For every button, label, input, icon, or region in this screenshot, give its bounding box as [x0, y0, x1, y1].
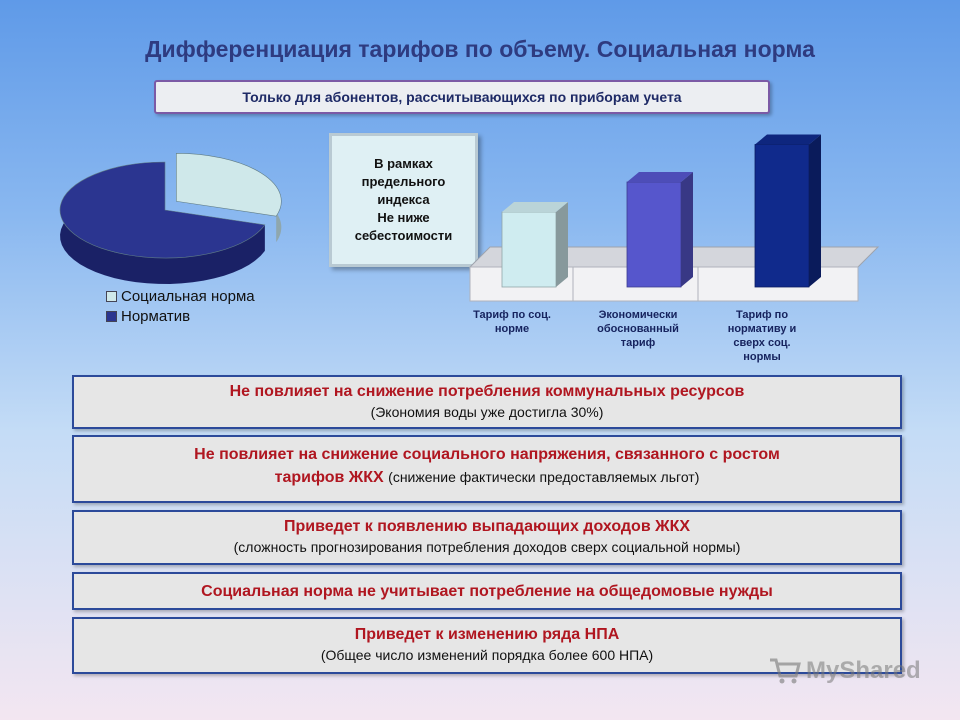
panel-consumption: Не повлияет на снижение потребления комм…	[72, 375, 902, 429]
note-box: В рамках предельного индекса Не ниже себ…	[329, 133, 478, 267]
bar-label-economic-tariff: Экономически обоснованный тариф	[597, 309, 679, 349]
bar-chart-svg	[468, 134, 880, 302]
legend-label-social-norm: Социальная норма	[121, 287, 255, 305]
bar-1	[626, 172, 693, 288]
note-box-text: В рамках предельного индекса Не ниже себ…	[354, 156, 453, 243]
panel-social-tension-sub: (снижение фактически предоставляемых льг…	[388, 469, 700, 485]
panel-social-tension-heading: Не повлияет на снижение социального напр…	[194, 446, 780, 463]
pie-slice-0	[176, 152, 282, 217]
panel-consumption-heading: Не повлияет на снижение потребления комм…	[229, 383, 745, 400]
watermark: MyShared	[768, 656, 921, 686]
legend-swatch-normative	[106, 310, 117, 322]
panel-common-needs: Социальная норма не учитывает потреблени…	[72, 572, 902, 610]
panel-social-tension-heading2: тарифов ЖКХ	[274, 469, 384, 486]
legend-label-normative: Норматив	[121, 307, 191, 325]
panel-lost-income: Приведет к появлению выпадающих доходов …	[72, 510, 902, 565]
slide-title: Дифференциация тарифов по объему. Социал…	[145, 36, 815, 62]
panel-common-needs-heading: Социальная норма не учитывает потреблени…	[201, 583, 773, 600]
legend-swatch-social-norm	[106, 290, 117, 302]
bar-chart	[440, 125, 880, 305]
subtitle-text: Только для абонентов, рассчитывающихся п…	[242, 89, 682, 105]
bar-2	[754, 134, 821, 288]
pie-chart-svg	[59, 152, 282, 284]
pie-chart	[50, 140, 290, 290]
pie-slice-1	[59, 161, 266, 259]
watermark-cart-icon	[770, 658, 801, 684]
panel-consumption-sub: (Экономия воды уже достигла 30%)	[370, 404, 604, 420]
panel-legal-acts: Приведет к изменению ряда НПА (Общее чис…	[72, 617, 902, 674]
legend-item-normative: Норматив	[106, 306, 255, 326]
panel-social-tension-line2: тарифов ЖКХ (снижение фактически предост…	[74, 469, 900, 487]
legend-item-social-norm: Социальная норма	[106, 286, 255, 306]
bar-0	[501, 202, 568, 288]
panel-lost-income-heading: Приведет к появлению выпадающих доходов …	[283, 518, 691, 535]
bar-label-social-norm-tariff: Тариф по соц. норме	[473, 309, 551, 335]
bar-label-normative-tariff: Тариф по нормативу и сверх соц. нормы	[727, 309, 797, 363]
panel-lost-income-sub: (сложность прогнозирования потребления д…	[233, 539, 741, 555]
panel-legal-acts-sub: (Общее число изменений порядка более 600…	[320, 647, 654, 663]
pie-legend: Социальная норма Норматив	[106, 286, 255, 326]
subtitle-box: Только для абонентов, рассчитывающихся п…	[154, 80, 770, 114]
watermark-text: MyShared	[806, 657, 921, 684]
panel-legal-acts-heading: Приведет к изменению ряда НПА	[354, 626, 620, 643]
panel-social-tension: Не повлияет на снижение социального напр…	[72, 435, 902, 503]
